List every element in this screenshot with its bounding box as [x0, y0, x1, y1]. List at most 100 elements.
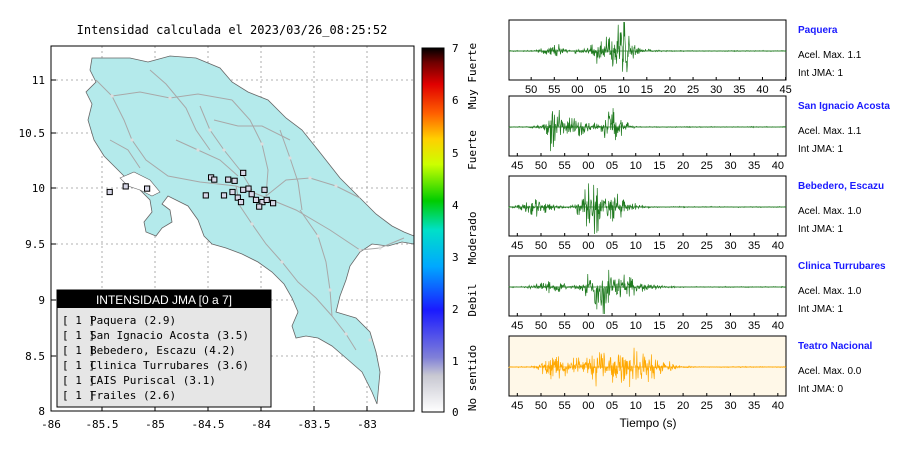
station-marker — [245, 185, 252, 192]
station-int-jma: Int JMA: 1 — [798, 144, 843, 155]
legend-label: Bebedero, Escazu (4.2) — [90, 344, 236, 357]
station-marker — [270, 200, 277, 207]
time-tick-label: 50 — [535, 400, 547, 412]
station-marker — [234, 194, 241, 201]
map-title: Intensidad calculada el 2023/03/26_08:25… — [77, 23, 388, 37]
time-tick-label: 35 — [748, 240, 760, 252]
station-acel-max: Acel. Max. 1.0 — [798, 286, 862, 297]
colorbar-tick: 2 — [452, 303, 459, 316]
waveform-panels: 50 55 00 05 10 15 20 25 30 35 40 45 Paquera Acel. Max… — [508, 19, 890, 412]
time-tick-label: 10 — [630, 400, 642, 412]
station-acel-max: Acel. Max. 1.1 — [798, 50, 862, 61]
x-tick: -83 — [357, 418, 377, 431]
station-markers — [106, 169, 277, 210]
time-tick-label: 40 — [756, 84, 768, 96]
intensity-colorbar: 7 6 5 4 3 2 1 0 Muy Fuerte Fuerte Modera… — [421, 42, 479, 419]
x-tick: -84 — [251, 418, 271, 431]
time-tick-label: 25 — [701, 160, 713, 172]
time-tick-label: 55 — [559, 240, 571, 252]
x-tick: -86 — [41, 418, 61, 431]
station-marker — [237, 199, 245, 206]
time-tick-label: 00 — [582, 160, 594, 172]
y-tick: 8 — [38, 405, 45, 418]
legend-level: [ 1 ] — [62, 359, 95, 372]
colorbar-tick: 5 — [452, 147, 459, 160]
station-name: Teatro Nacional — [798, 341, 872, 352]
time-tick-label: 05 — [606, 240, 618, 252]
legend-level: [ 1 ] — [62, 344, 95, 357]
waveform-panel: 45 50 55 00 05 10 15 20 25 30 35 40 Bebedero, Escazu… — [508, 175, 884, 252]
y-tick: 11 — [32, 74, 45, 87]
time-tick-label: 00 — [582, 320, 594, 332]
waveform-frame — [508, 95, 787, 157]
time-tick-label: 35 — [733, 84, 745, 96]
time-tick-label: 40 — [772, 400, 784, 412]
station-int-jma: Int JMA: 1 — [798, 68, 843, 79]
time-tick-label: 10 — [630, 240, 642, 252]
colorbar-tick: 3 — [452, 251, 459, 264]
time-tick-label: 45 — [511, 240, 523, 252]
y-tick: 9 — [38, 294, 45, 307]
time-tick-label: 50 — [535, 160, 547, 172]
time-tick-label: 00 — [582, 240, 594, 252]
station-marker — [240, 186, 247, 193]
time-tick-label: 50 — [535, 240, 547, 252]
time-tick-label: 30 — [724, 160, 736, 172]
time-tick-label: 50 — [525, 84, 537, 96]
legend-level: [ 1 ] — [62, 374, 95, 387]
legend-label: Frailes (2.6) — [90, 389, 176, 402]
colorbar-tick: 6 — [452, 94, 459, 107]
waveform-frame — [508, 175, 787, 237]
colorbar-tick: 0 — [452, 406, 459, 419]
intensity-legend: INTENSIDAD JMA [0 a 7] [ 1 ] Paquera (2.… — [56, 289, 272, 408]
time-tick-label: 30 — [724, 320, 736, 332]
waveform-trace — [508, 21, 787, 73]
station-int-jma: Int JMA: 1 — [798, 304, 843, 315]
legend-header: INTENSIDAD JMA [0 a 7] — [96, 293, 232, 307]
waveform-panel: 45 50 55 00 05 10 15 20 25 30 35 40 San Ignacio Acos… — [508, 95, 890, 172]
time-tick-label: 20 — [664, 84, 676, 96]
waveform-panel: 45 50 55 00 05 10 15 20 25 30 35 40 Teatro Nacional A… — [508, 335, 872, 412]
time-tick-label: 55 — [559, 160, 571, 172]
time-tick-label: 50 — [535, 320, 547, 332]
y-tick: 10 — [32, 182, 45, 195]
station-marker — [106, 188, 113, 196]
time-tick-label: 40 — [772, 160, 784, 172]
time-tick-label: 15 — [653, 240, 665, 252]
station-int-jma: Int JMA: 1 — [798, 224, 843, 235]
time-tick-label: 15 — [653, 160, 665, 172]
station-marker — [225, 176, 232, 183]
waveform-trace — [508, 183, 787, 235]
map-y-ticks: 11 10.5 10 9.5 9 8.5 8 — [19, 74, 46, 418]
time-tick-label: 05 — [606, 160, 618, 172]
station-marker — [261, 186, 268, 193]
station-marker — [202, 192, 209, 199]
x-tick: -84.5 — [191, 418, 224, 431]
x-tick: -83.5 — [297, 418, 330, 431]
station-name: San Ignacio Acosta — [798, 101, 890, 112]
time-tick-label: 30 — [724, 240, 736, 252]
time-tick-label: 45 — [511, 160, 523, 172]
x-tick: -85 — [145, 418, 165, 431]
station-marker — [220, 192, 228, 199]
map-x-ticks: -86 -85.5 -85 -84.5 -84 -83.5 -83 — [41, 418, 377, 431]
colorbar-tick: 4 — [452, 199, 459, 212]
road-nodes — [110, 94, 382, 342]
waveform-panel: 50 55 00 05 10 15 20 25 30 35 40 45 Paquera Acel. Max… — [508, 19, 862, 96]
time-tick-label: 55 — [548, 84, 560, 96]
time-tick-label: 40 — [772, 320, 784, 332]
legend-label: CAIS Puriscal (3.1) — [90, 374, 216, 387]
legend-label: San Ignacio Acosta (3.5) — [90, 329, 249, 342]
station-marker — [122, 183, 129, 190]
legend-label: Clinica Turrubares (3.6) — [90, 359, 249, 372]
time-tick-label: 25 — [687, 84, 699, 96]
station-name: Clinica Turrubares — [798, 261, 886, 272]
time-tick-label: 20 — [677, 400, 689, 412]
time-tick-label: 30 — [724, 400, 736, 412]
waveform-panel: 45 50 55 00 05 10 15 20 25 30 35 40 Clinica Turrubar… — [508, 255, 886, 332]
colorbar-category: Muy Fuerte — [466, 43, 479, 109]
time-tick-label: 45 — [511, 320, 523, 332]
legend-level: [ 1 ] — [62, 329, 95, 342]
